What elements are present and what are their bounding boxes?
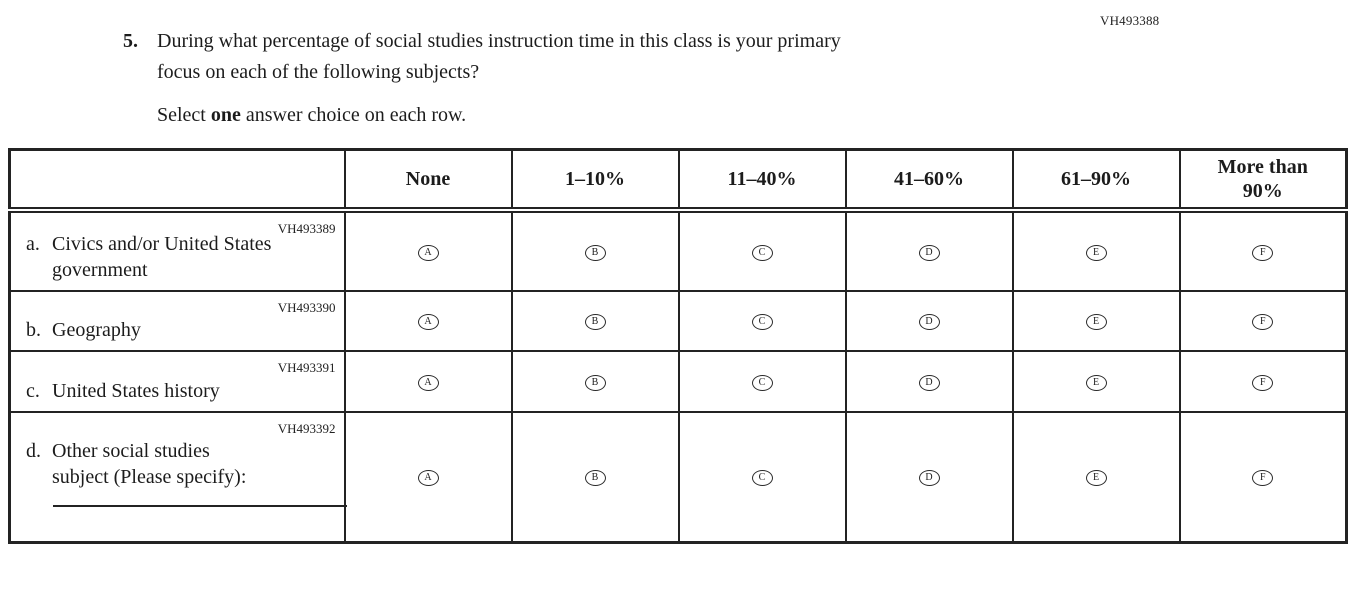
- question-block: 5. During what percentage of social stud…: [123, 26, 841, 131]
- answer-bubble[interactable]: C: [751, 374, 773, 391]
- answer-bubble[interactable]: F: [1252, 470, 1274, 487]
- option-cell: E: [1011, 289, 1181, 352]
- row-letter: a.: [26, 232, 40, 255]
- answer-bubble[interactable]: A: [417, 314, 439, 330]
- option-cell: B: [510, 208, 680, 292]
- row-label-text: Geography: [52, 318, 141, 341]
- instruction-text: Select one answer choice on each row.: [157, 100, 841, 131]
- option-cell: A: [343, 349, 513, 413]
- answer-bubble[interactable]: A: [417, 470, 439, 487]
- header-1-10: 1–10%: [510, 148, 680, 213]
- instruction-bold-word: one: [210, 104, 241, 126]
- header-label: 11–40%: [727, 167, 797, 190]
- page-accession-code: VH493388: [1100, 13, 1160, 28]
- row-accession-code: VH493391: [277, 359, 336, 375]
- answer-bubble[interactable]: E: [1085, 470, 1107, 487]
- answer-bubble[interactable]: F: [1252, 314, 1274, 330]
- answer-bubble[interactable]: F: [1252, 244, 1274, 261]
- answer-bubble[interactable]: C: [751, 244, 773, 261]
- row-label-text: Civics and/or United States government: [52, 232, 272, 281]
- instruction-prefix: Select: [157, 104, 211, 126]
- answer-bubble[interactable]: C: [751, 470, 773, 487]
- row-label: c. United States history: [26, 378, 336, 404]
- option-cell: C: [677, 410, 847, 544]
- header-label: 41–60%: [894, 167, 964, 190]
- question-line-1: During what percentage of social studies…: [157, 30, 841, 52]
- row-letter: c.: [26, 379, 40, 402]
- option-cell: B: [510, 349, 680, 413]
- row-label-cell: VH493390 b. Geography: [8, 289, 346, 352]
- option-cell: A: [343, 289, 513, 352]
- table-row-other-subject: VH493392 d. Other social studies subject…: [8, 410, 1348, 544]
- option-cell: B: [510, 410, 680, 544]
- option-cell: F: [1178, 410, 1348, 544]
- answer-bubble[interactable]: B: [584, 374, 606, 391]
- option-cell: F: [1178, 349, 1348, 413]
- option-cell: C: [677, 289, 847, 352]
- header-empty-cell: [8, 148, 346, 213]
- answer-bubble[interactable]: D: [918, 244, 940, 261]
- option-cell: A: [343, 410, 513, 544]
- option-cell: C: [677, 349, 847, 413]
- row-label-text: Other social studies subject (Please spe…: [52, 439, 247, 488]
- option-cell: D: [844, 289, 1014, 352]
- row-accession-code: VH493392: [277, 420, 336, 436]
- option-cell: D: [844, 410, 1014, 544]
- row-letter: b.: [26, 318, 41, 341]
- answer-bubble[interactable]: D: [918, 374, 940, 391]
- question-line-2: focus on each of the following subjects?: [157, 61, 480, 83]
- header-label: More than 90%: [1217, 155, 1308, 202]
- answer-bubble[interactable]: E: [1085, 244, 1107, 261]
- header-none: None: [343, 148, 513, 213]
- header-label: 1–10%: [565, 167, 625, 190]
- answer-bubble[interactable]: A: [417, 374, 439, 391]
- instruction-suffix: answer choice on each row.: [240, 104, 467, 126]
- answer-bubble[interactable]: E: [1085, 314, 1107, 330]
- option-cell: E: [1011, 410, 1181, 544]
- header-61-90: 61–90%: [1011, 148, 1181, 213]
- option-cell: B: [510, 289, 680, 352]
- header-more-than-90: More than 90%: [1178, 148, 1348, 213]
- answer-bubble[interactable]: B: [584, 244, 606, 261]
- header-41-60: 41–60%: [844, 148, 1014, 213]
- table-row-us-history: VH493391 c. United States history A B C …: [8, 349, 1348, 413]
- header-label: None: [405, 167, 451, 190]
- row-label-text: United States history: [52, 379, 220, 402]
- header-11-40: 11–40%: [677, 148, 847, 213]
- option-cell: F: [1178, 289, 1348, 352]
- answer-bubble[interactable]: E: [1085, 374, 1107, 391]
- row-accession-code: VH493389: [277, 220, 336, 236]
- header-label: 61–90%: [1061, 167, 1131, 190]
- option-cell: E: [1011, 349, 1181, 413]
- row-label: a. Civics and/or United States governmen…: [26, 231, 336, 283]
- option-cell: E: [1011, 208, 1181, 292]
- option-cell: A: [343, 208, 513, 292]
- table-header-row: None 1–10% 11–40% 41–60% 61–90% More tha…: [8, 148, 1348, 213]
- response-matrix-table: None 1–10% 11–40% 41–60% 61–90% More tha…: [8, 148, 1348, 544]
- answer-bubble[interactable]: D: [918, 470, 940, 487]
- row-label-cell: VH493391 c. United States history: [8, 349, 346, 413]
- answer-bubble[interactable]: F: [1252, 374, 1274, 391]
- answer-bubble[interactable]: A: [417, 244, 439, 261]
- row-label-cell: VH493392 d. Other social studies subject…: [8, 410, 347, 544]
- table-row-civics: VH493389 a. Civics and/or United States …: [8, 208, 1348, 292]
- table-row-geography: VH493390 b. Geography A B C D E F: [8, 289, 1348, 352]
- row-label: b. Geography: [26, 317, 336, 343]
- option-cell: F: [1178, 208, 1348, 292]
- answer-bubble[interactable]: B: [584, 470, 606, 487]
- row-label-cell: VH493389 a. Civics and/or United States …: [8, 208, 346, 292]
- question-number: 5.: [123, 30, 138, 52]
- answer-bubble[interactable]: C: [751, 314, 773, 330]
- row-letter: d.: [26, 439, 41, 462]
- question-text: During what percentage of social studies…: [157, 26, 841, 131]
- option-cell: D: [844, 349, 1014, 413]
- row-accession-code: VH493390: [277, 299, 336, 315]
- answer-bubble[interactable]: D: [918, 314, 940, 330]
- option-cell: C: [677, 208, 847, 292]
- row-label: d. Other social studies subject (Please …: [26, 438, 336, 490]
- option-cell: D: [844, 208, 1014, 292]
- writein-blank-line[interactable]: [53, 504, 347, 507]
- answer-bubble[interactable]: B: [584, 314, 606, 330]
